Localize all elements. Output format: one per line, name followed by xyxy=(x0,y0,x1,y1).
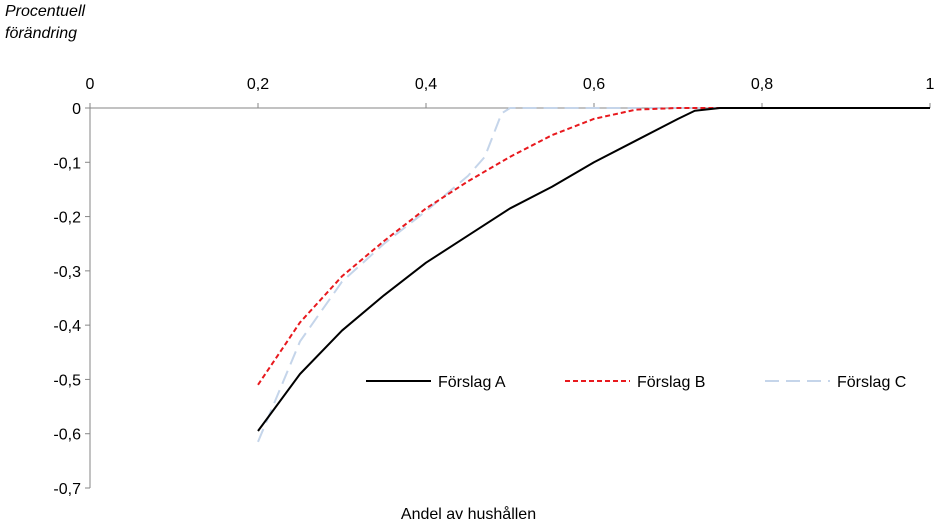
legend: Förslag A Förslag B Förslag C xyxy=(366,374,906,391)
y-tick-label: -0,2 xyxy=(53,210,81,227)
y-tick-label: 0 xyxy=(72,101,81,118)
axes: 0 0,2 0,4 0,6 0,8 1 0 -0,1 -0,2 -0,3 -0,4 -0,5 -0,6 -… xyxy=(53,76,934,498)
x-tick-label: 0,8 xyxy=(751,76,773,93)
x-tick-label: 0 xyxy=(86,76,95,93)
y-tick-label: -0,6 xyxy=(53,427,81,444)
x-tick-label: 0,6 xyxy=(583,76,605,93)
y-tick-label: -0,5 xyxy=(53,372,81,389)
y-axis-label-line-1: Procentuell xyxy=(5,3,86,20)
x-tick-label: 0,2 xyxy=(247,76,269,93)
y-tick-label: -0,7 xyxy=(53,481,81,498)
y-tick-label: -0,4 xyxy=(53,318,81,335)
x-axis-label: Andel av hushållen xyxy=(400,506,537,523)
legend-label-a: Förslag A xyxy=(438,374,506,391)
y-tick-label: -0,1 xyxy=(53,155,81,172)
series-line-b xyxy=(257,107,930,386)
x-tick-label: 0,4 xyxy=(415,76,437,93)
x-tick-label: 1 xyxy=(926,76,935,93)
y-tick-label: -0,3 xyxy=(53,264,81,281)
legend-label-b: Förslag B xyxy=(637,374,705,391)
series-layer xyxy=(257,107,930,443)
series-line-a xyxy=(257,107,930,432)
series-line-c xyxy=(257,107,930,443)
legend-label-c: Förslag C xyxy=(837,374,906,391)
y-axis-label-line-2: förändring xyxy=(5,25,78,42)
